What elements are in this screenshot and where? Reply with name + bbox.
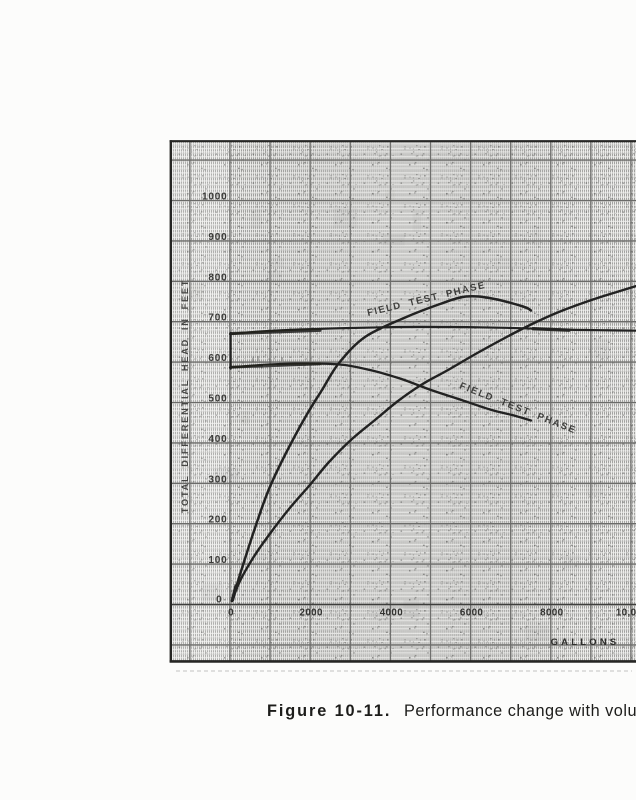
svg-text:1000: 1000 [202,192,227,203]
svg-text:Figure 10-11.Performance chang: Figure 10-11. Performance change with vol… [267,702,636,720]
svg-text:400: 400 [208,434,227,445]
svg-text:0: 0 [228,608,234,619]
svg-text:8000: 8000 [540,608,564,619]
svg-text:2000: 2000 [299,608,323,619]
svg-text:0: 0 [216,595,222,606]
svg-text:300: 300 [208,474,227,485]
svg-text:600: 600 [208,353,227,364]
svg-text:500: 500 [208,394,227,405]
svg-text:TOTAL DIFFERENTIAL HEAD IN FEE: TOTAL DIFFERENTIAL HEAD IN FEET [180,279,190,514]
svg-text:100: 100 [208,555,227,566]
svg-text:700: 700 [208,313,227,324]
svg-text:200: 200 [208,515,227,526]
svg-text:10,000: 10,000 [616,608,636,619]
svg-text:6000: 6000 [460,608,484,619]
svg-text:800: 800 [208,272,227,283]
svg-text:4000: 4000 [380,608,404,619]
svg-text:900: 900 [208,232,227,243]
svg-text:GALLONS: GALLONS [551,637,620,648]
